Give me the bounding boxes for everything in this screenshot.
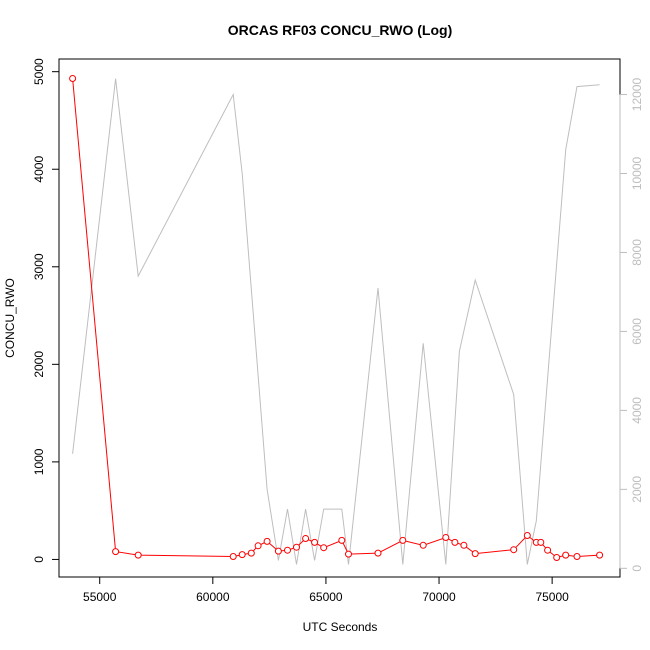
primary-series-point: [134, 551, 142, 559]
primary-series-point: [471, 550, 479, 558]
primary-series-point: [247, 549, 255, 557]
primary-series-point: [451, 538, 459, 546]
chart-title: ORCAS RF03 CONCU_RWO (Log): [228, 22, 453, 38]
primary-series-point: [229, 553, 237, 560]
primary-series-point: [274, 547, 282, 555]
primary-series-point: [238, 551, 246, 559]
x-tick-label: 75000: [535, 590, 569, 604]
y2-tick-label: 12000: [630, 78, 644, 112]
primary-series-point: [573, 553, 581, 560]
primary-series-point: [553, 554, 561, 561]
primary-series-point: [510, 546, 518, 554]
primary-series-point: [293, 543, 300, 551]
x-tick-label: 65000: [309, 590, 343, 604]
x-tick-label: 55000: [83, 590, 117, 604]
primary-series-point: [320, 544, 328, 552]
primary-series-point: [374, 549, 382, 557]
primary-series-point: [562, 551, 570, 559]
y2-tick-label: 2000: [630, 476, 644, 503]
primary-series-point: [442, 534, 450, 541]
primary-series-layer: [69, 75, 604, 561]
primary-series-point: [284, 546, 291, 554]
y2-tick-label: 8000: [630, 239, 644, 266]
x-tick-label: 70000: [422, 590, 456, 604]
primary-series-point: [254, 542, 262, 550]
primary-series-point: [544, 546, 552, 554]
primary-series-point: [311, 538, 319, 546]
y-tick-label: 0: [32, 556, 46, 563]
x-tick-label: 60000: [196, 590, 230, 604]
y-tick-label: 2000: [32, 351, 46, 378]
primary-series-point: [537, 538, 545, 546]
y-tick-label: 1000: [32, 448, 46, 475]
axes-layer: 55000 60000 65000 70000 75000010002000300040…: [32, 58, 644, 604]
primary-series-point: [263, 537, 271, 545]
y2-tick-label: 10000: [630, 156, 644, 190]
primary-series-point: [69, 75, 77, 82]
y-tick-label: 4000: [32, 156, 46, 183]
y2-tick-label: 6000: [630, 318, 644, 345]
primary-series-point: [596, 551, 604, 559]
primary-series-point: [112, 548, 120, 556]
primary-series-point: [399, 536, 407, 544]
primary-series-point: [460, 541, 468, 549]
y2-tick-label: 4000: [630, 397, 644, 424]
primary-series-point: [338, 536, 346, 544]
y-tick-label: 5000: [32, 58, 46, 85]
y-axis-label: CONCU_RWO: [3, 278, 17, 358]
primary-series-point: [419, 541, 427, 549]
primary-series-point: [345, 550, 352, 558]
primary-series-point: [302, 535, 310, 542]
y2-tick-label: 0: [630, 565, 644, 572]
primary-series-point: [523, 532, 531, 539]
y-tick-label: 3000: [32, 253, 46, 280]
x-axis-label: UTC Seconds: [303, 620, 378, 634]
